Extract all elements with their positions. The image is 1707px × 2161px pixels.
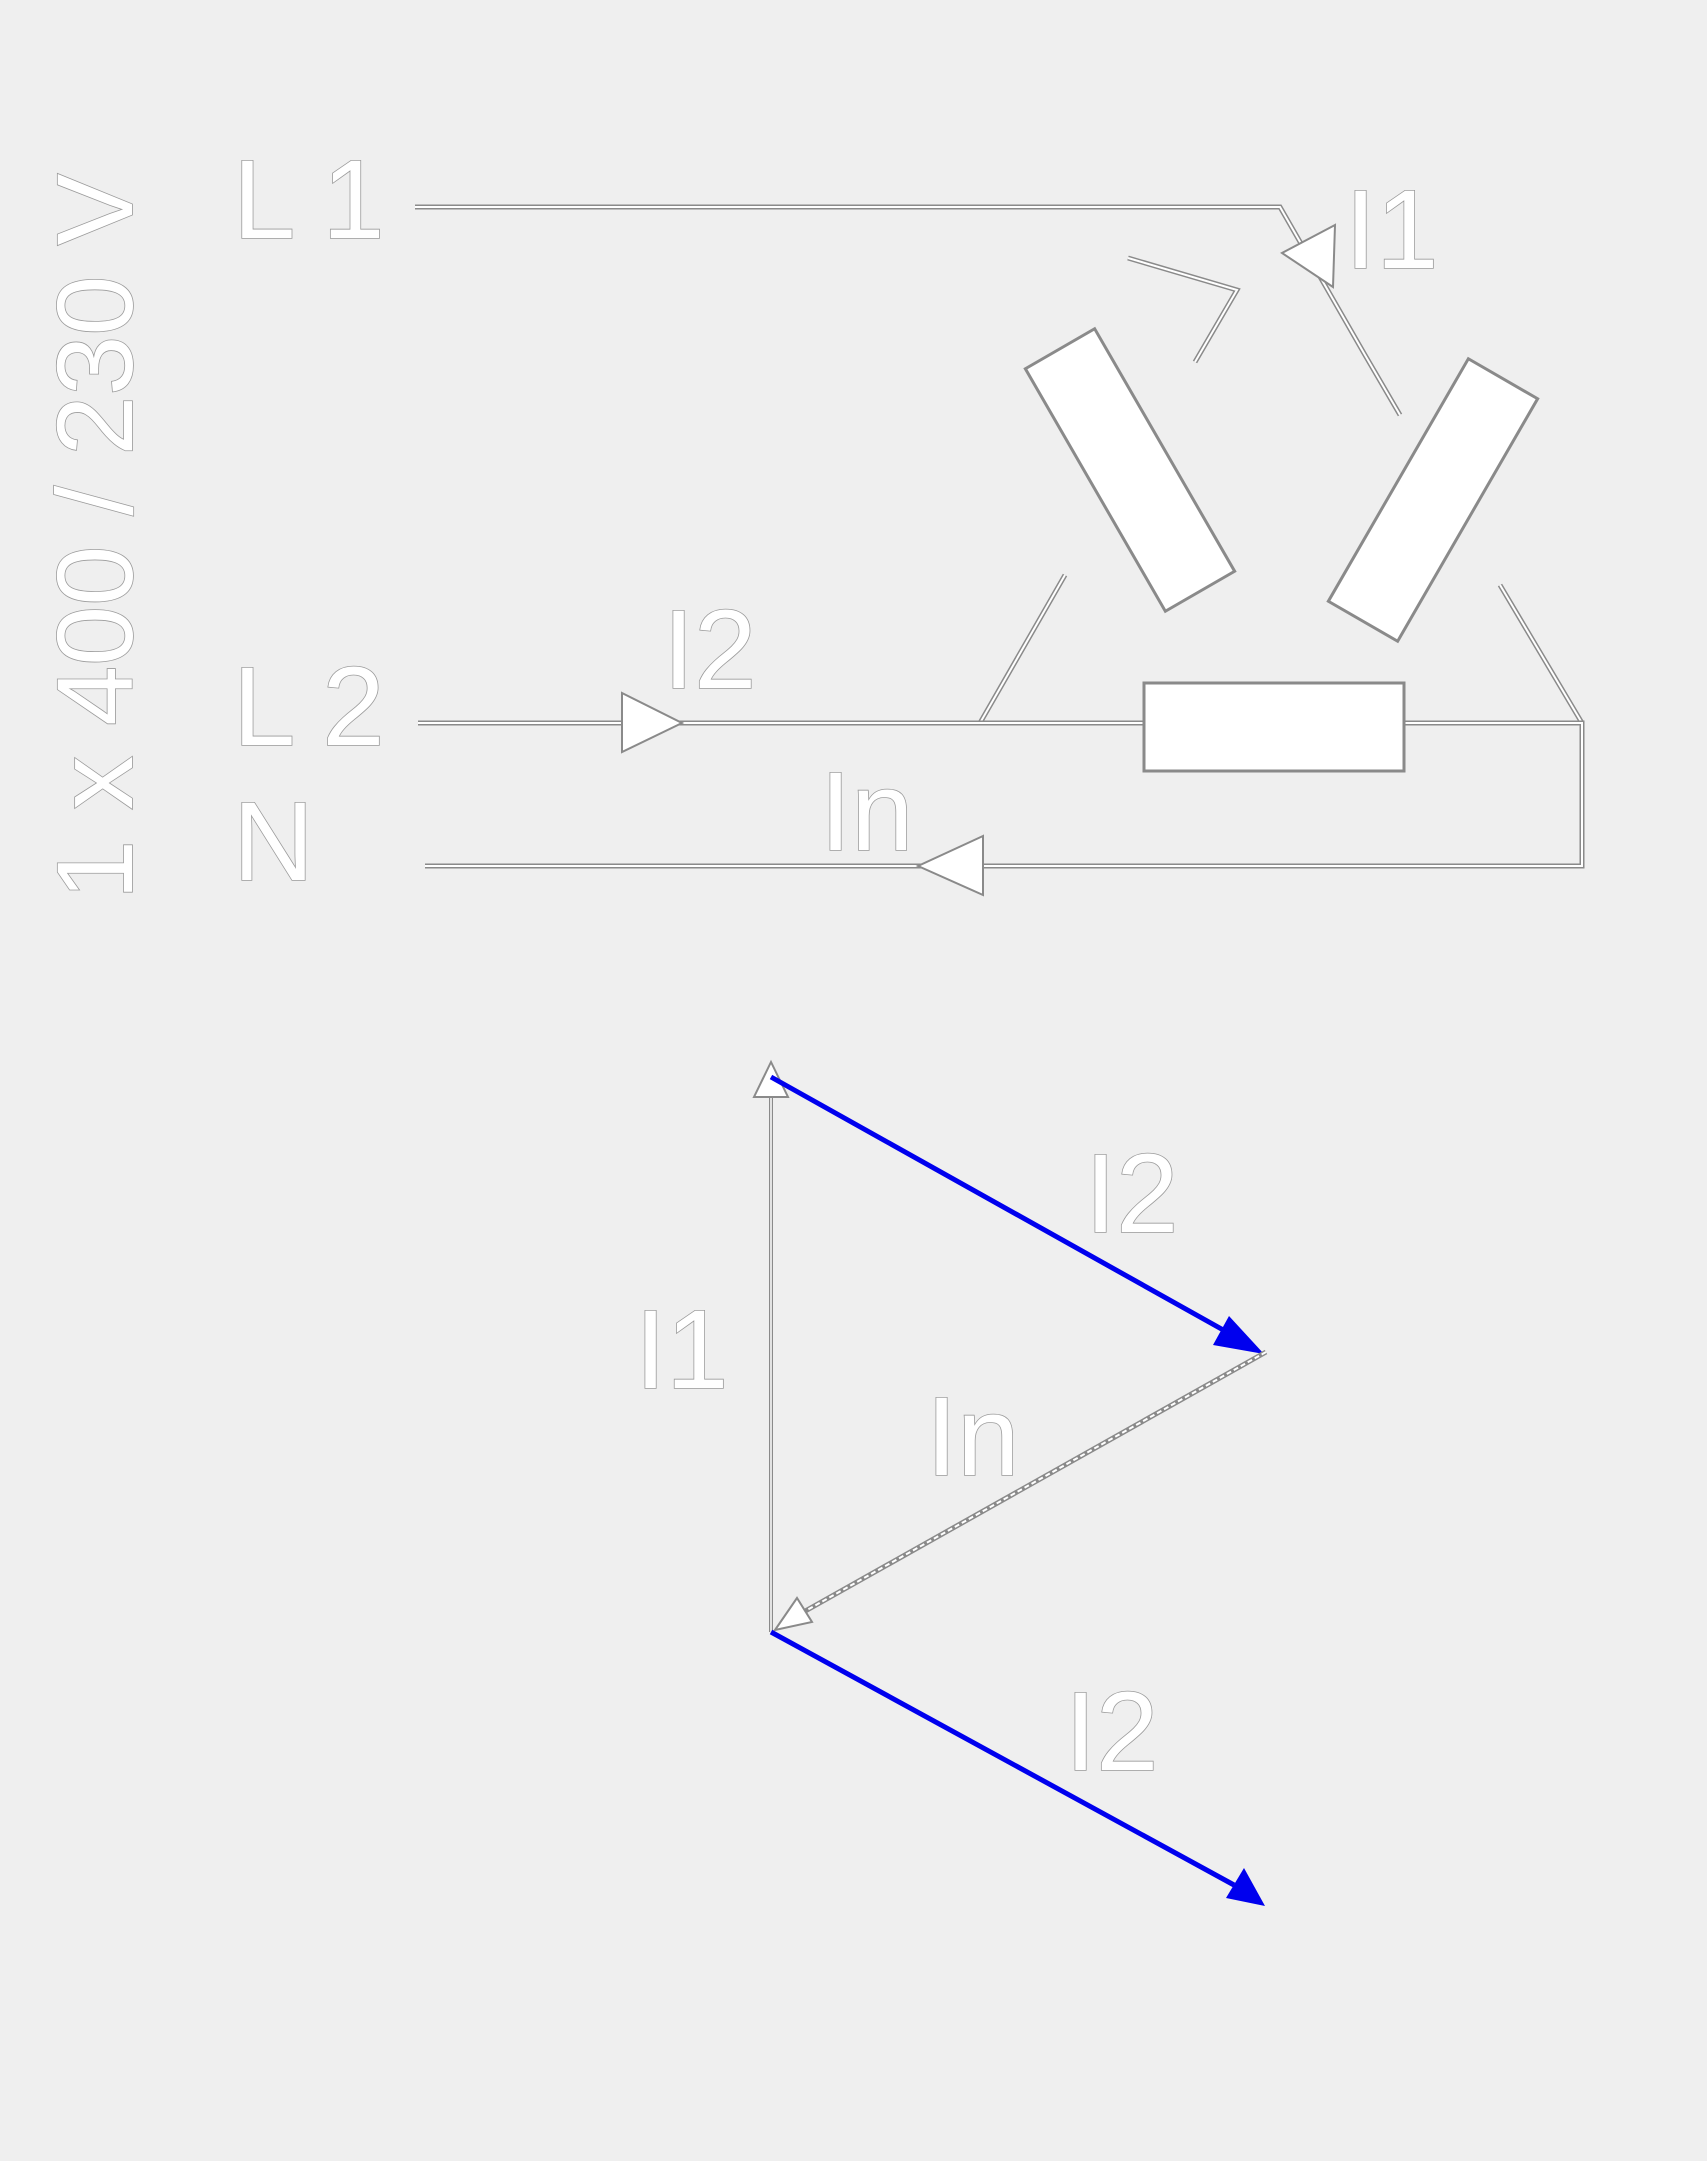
phasor-in	[772, 1349, 1268, 1632]
neutral-label: N	[233, 779, 314, 904]
current-n-label: In	[820, 749, 913, 874]
phasor-i1-label: I1	[635, 1287, 728, 1412]
phasor-i2-upper-label: I2	[1085, 1131, 1178, 1256]
phasor-i2-upper	[769, 1074, 1264, 1354]
current-n-arrow-icon	[915, 834, 984, 897]
resistor-right	[1326, 356, 1540, 644]
resistor-left	[1023, 326, 1237, 614]
line-1-label: L 1	[233, 137, 385, 262]
phasor-i2-lower-arrow-icon	[1226, 1868, 1265, 1906]
phasor-i2-lower-label: I2	[1065, 1669, 1158, 1794]
current-2-arrow-icon	[621, 691, 685, 754]
current-2-label: I2	[663, 587, 756, 712]
phasor-i1	[752, 1059, 790, 1632]
current-1-arrow-icon	[1280, 223, 1337, 289]
resistor-bottom	[1142, 681, 1406, 773]
phasor-i2-lower	[769, 1629, 1265, 1906]
phasor-in-arrow-icon	[772, 1596, 814, 1632]
phasor-diagram: I2 I1 In I2	[634, 1059, 1268, 1906]
phasor-in-label: In	[926, 1374, 1019, 1499]
phasor-i2-upper-arrow-icon	[1213, 1316, 1264, 1354]
supply-voltage-label: 1 x 400 / 230 V	[34, 173, 155, 900]
current-1-label: I1	[1345, 167, 1438, 292]
circuit-diagram: L 1 L 2 N I1 I2 In	[232, 136, 1585, 905]
line-2-label: L 2	[233, 644, 385, 769]
